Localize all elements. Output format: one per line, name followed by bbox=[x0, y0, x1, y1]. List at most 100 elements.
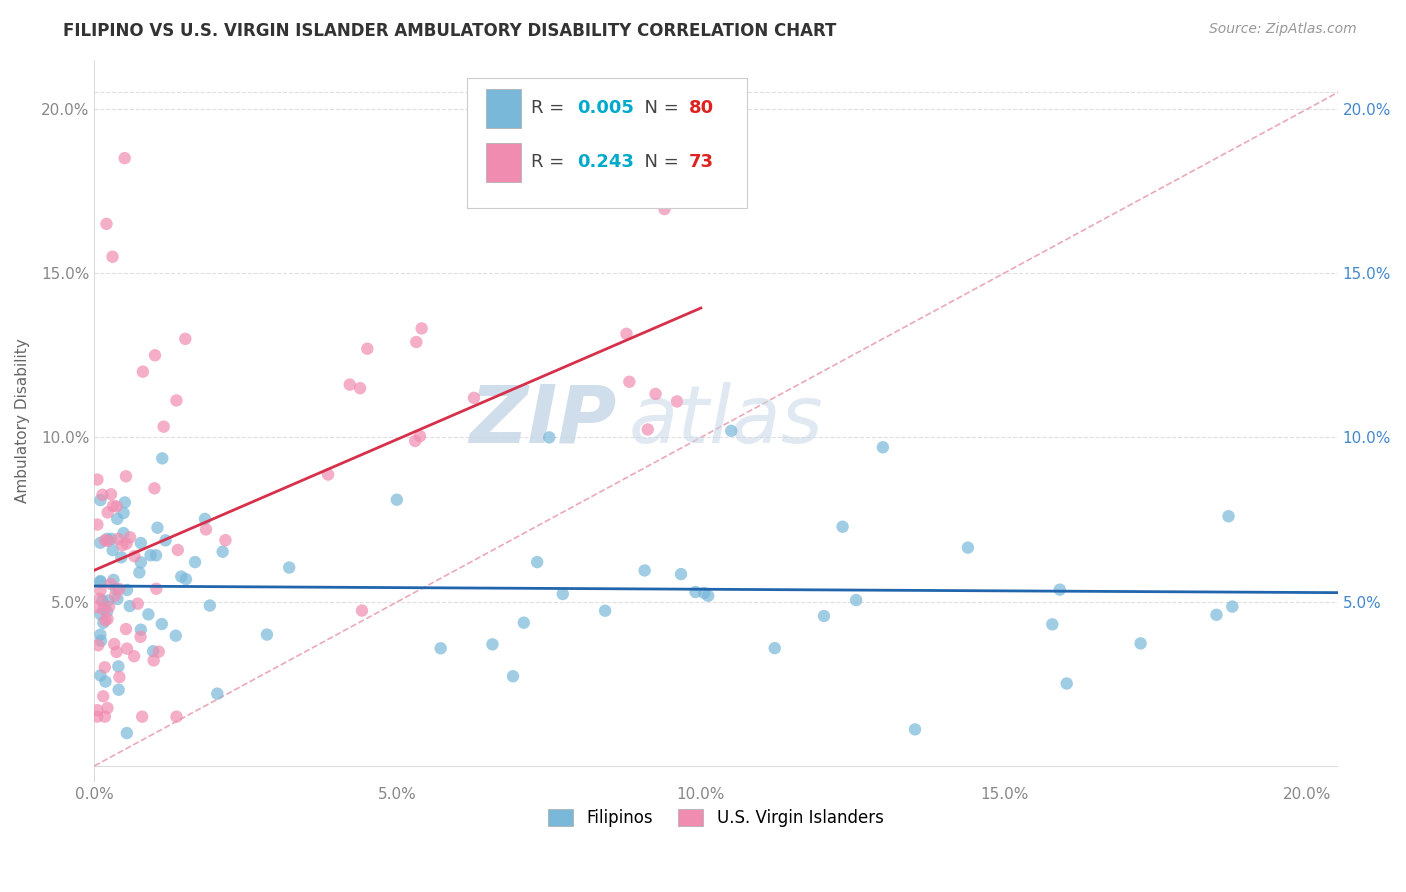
Point bbox=[481, 637, 503, 651]
Text: atlas: atlas bbox=[628, 382, 824, 460]
Point bbox=[115, 641, 138, 656]
Point bbox=[129, 623, 152, 637]
Point bbox=[107, 591, 129, 606]
Point bbox=[94, 614, 117, 628]
Point bbox=[115, 536, 138, 550]
Point bbox=[94, 533, 117, 548]
Point bbox=[129, 630, 152, 644]
Point bbox=[502, 669, 524, 683]
Point bbox=[349, 381, 371, 395]
Point bbox=[86, 600, 108, 615]
Point bbox=[551, 587, 574, 601]
Point bbox=[1205, 607, 1227, 622]
Point bbox=[96, 532, 118, 546]
Point bbox=[115, 726, 138, 740]
Legend: Filipinos, U.S. Virgin Islanders: Filipinos, U.S. Virgin Islanders bbox=[540, 801, 891, 836]
Point bbox=[90, 633, 112, 648]
Point bbox=[111, 538, 134, 552]
Point bbox=[94, 660, 117, 674]
Point bbox=[404, 434, 426, 448]
Point bbox=[1218, 509, 1240, 524]
Point bbox=[89, 668, 111, 682]
Point bbox=[87, 638, 110, 652]
Point bbox=[148, 645, 170, 659]
Point bbox=[100, 487, 122, 501]
Point bbox=[105, 512, 128, 526]
Point bbox=[644, 387, 666, 401]
Point bbox=[96, 612, 118, 626]
Point bbox=[174, 572, 197, 586]
Point bbox=[165, 393, 187, 408]
Point bbox=[665, 394, 688, 409]
Point bbox=[86, 517, 108, 532]
Bar bbox=[486, 143, 520, 183]
Point bbox=[350, 603, 373, 617]
Point bbox=[104, 589, 127, 603]
Point bbox=[1049, 582, 1071, 597]
Text: ZIP: ZIP bbox=[470, 382, 617, 460]
Point bbox=[150, 617, 173, 632]
Point bbox=[105, 582, 128, 597]
Point bbox=[103, 573, 125, 587]
Point bbox=[145, 582, 167, 596]
Point bbox=[101, 543, 124, 558]
Text: FILIPINO VS U.S. VIRGIN ISLANDER AMBULATORY DISABILITY CORRELATION CHART: FILIPINO VS U.S. VIRGIN ISLANDER AMBULAT… bbox=[63, 22, 837, 40]
Point bbox=[132, 365, 155, 379]
Point bbox=[593, 604, 616, 618]
Text: R =: R = bbox=[531, 99, 568, 117]
Point bbox=[316, 467, 339, 482]
Point bbox=[174, 332, 197, 346]
Point bbox=[96, 605, 118, 619]
Point bbox=[96, 217, 118, 231]
Point bbox=[91, 594, 114, 608]
Point bbox=[654, 202, 676, 216]
Point bbox=[115, 622, 138, 636]
Point bbox=[94, 674, 117, 689]
Point bbox=[538, 430, 561, 444]
Point bbox=[89, 591, 111, 606]
Text: N =: N = bbox=[633, 153, 682, 171]
Point bbox=[904, 723, 927, 737]
Point bbox=[405, 334, 427, 349]
Point bbox=[94, 709, 117, 723]
Point bbox=[146, 521, 169, 535]
Point bbox=[152, 419, 174, 434]
Point bbox=[115, 469, 138, 483]
Point bbox=[411, 321, 433, 335]
Point bbox=[1129, 636, 1152, 650]
Point bbox=[150, 451, 173, 466]
Point bbox=[145, 549, 167, 563]
Point bbox=[669, 567, 692, 582]
Point bbox=[93, 602, 115, 616]
Point bbox=[129, 555, 152, 569]
Point bbox=[124, 549, 146, 563]
Point bbox=[96, 701, 118, 715]
Point bbox=[872, 440, 894, 454]
Point bbox=[93, 615, 115, 630]
Point bbox=[89, 575, 111, 590]
Point bbox=[131, 709, 153, 723]
Point bbox=[114, 495, 136, 509]
Point bbox=[831, 520, 853, 534]
Point bbox=[194, 512, 217, 526]
Point bbox=[105, 500, 128, 514]
Point bbox=[429, 641, 451, 656]
Point bbox=[120, 530, 142, 544]
Point bbox=[107, 659, 129, 673]
Point bbox=[1056, 676, 1078, 690]
Point bbox=[128, 566, 150, 580]
Text: 80: 80 bbox=[689, 99, 714, 117]
Point bbox=[101, 250, 124, 264]
Point bbox=[720, 424, 742, 438]
Point bbox=[166, 543, 188, 558]
Point bbox=[91, 690, 114, 704]
Point bbox=[339, 377, 361, 392]
Point bbox=[89, 493, 111, 508]
Point bbox=[616, 326, 638, 341]
Text: 0.243: 0.243 bbox=[576, 153, 634, 171]
Y-axis label: Ambulatory Disability: Ambulatory Disability bbox=[15, 339, 30, 503]
Point bbox=[101, 499, 124, 513]
Point bbox=[91, 488, 114, 502]
Point bbox=[409, 429, 432, 443]
Point bbox=[142, 653, 165, 667]
